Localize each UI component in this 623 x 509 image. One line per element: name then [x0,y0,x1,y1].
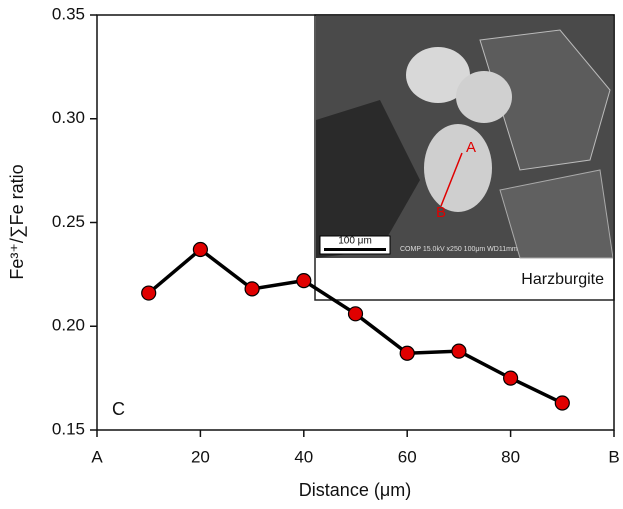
data-point [554,395,570,411]
sem-info: COMP 15.0kV x250 100μm WD11mm [400,246,518,253]
sem-region [479,29,611,171]
scale-bar [324,248,386,251]
data-point [399,345,415,361]
y-tick-label: 0.35 [52,4,85,23]
data-point [192,241,208,258]
y-tick-label: 0.15 [52,419,85,438]
sem-region [499,169,614,259]
x-tick-label: A [91,447,103,466]
x-tick-label: 80 [501,447,520,466]
y-tick-label: 0.25 [52,212,85,231]
sem-grain [406,47,470,103]
data-point [503,370,519,386]
x-tick-label: 60 [398,447,417,466]
y-tick-label: 0.20 [52,316,85,335]
profile-point-label: A [466,139,476,156]
sem-region [316,100,420,258]
x-tick-label: B [608,447,619,466]
x-tick-label: 40 [294,447,313,466]
scale-bar-label: 100 μm [338,236,372,247]
data-point [296,273,312,289]
data-point [141,285,157,301]
x-tick-label: 20 [191,447,210,466]
x-axis-title: Distance (μm) [299,480,411,500]
panel-label: C [112,399,125,419]
inset: A B 100 μm COMP 15.0kV x250 100μm WD11mm… [314,14,615,301]
rock-label: Harzburgite [521,271,604,288]
sem-grain [424,124,492,212]
data-point [451,343,467,359]
data-point [347,306,364,322]
profile-point-label: B [436,204,446,221]
data-point [244,281,260,297]
y-axis-title: Fe³⁺/∑Fe ratio [7,164,27,279]
sem-grain [456,71,512,123]
profile-line [440,152,463,207]
y-tick-label: 0.30 [52,108,85,127]
